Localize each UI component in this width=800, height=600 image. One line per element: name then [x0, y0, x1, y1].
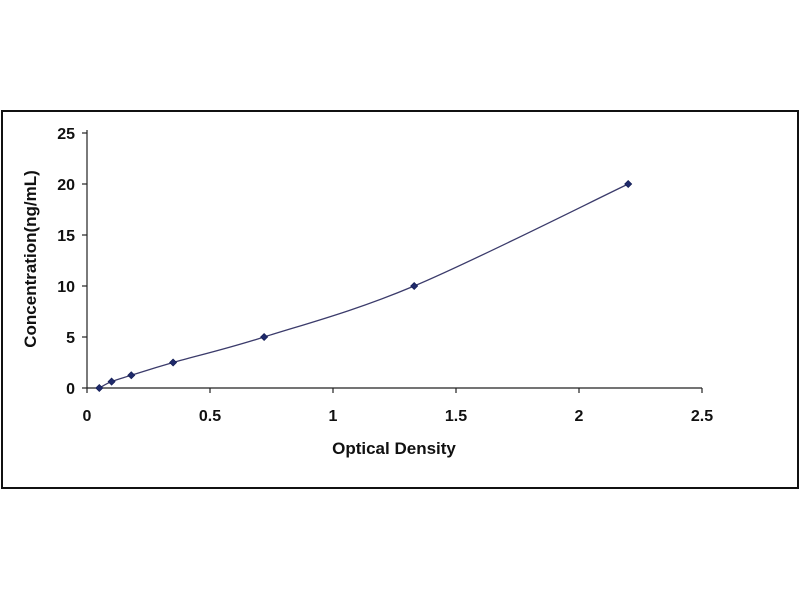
data-point-marker	[410, 281, 419, 291]
data-point-marker	[624, 179, 633, 189]
data-points	[95, 179, 633, 393]
y-axis-ticks: 0 5 10 15 20 25	[57, 126, 87, 398]
data-point-marker	[95, 383, 104, 393]
x-tick-label: 1.5	[445, 408, 467, 425]
data-point-marker	[260, 332, 269, 342]
y-axis-title: Concentration(ng/mL)	[21, 170, 40, 348]
x-tick-label: 1	[329, 408, 338, 425]
y-tick-label: 0	[66, 381, 75, 398]
data-point-marker	[127, 371, 136, 380]
x-tick-label: 0.5	[199, 408, 221, 425]
x-tick-label: 0	[83, 408, 92, 425]
x-tick-label: 2	[575, 408, 584, 425]
x-axis-title: Optical Density	[332, 439, 456, 458]
data-point-marker	[107, 377, 116, 386]
chart-frame	[1, 110, 799, 489]
y-tick-label: 20	[57, 177, 75, 194]
y-tick-label: 25	[57, 126, 75, 143]
y-tick-label: 5	[66, 330, 75, 347]
data-point-marker	[169, 358, 178, 367]
x-tick-label: 2.5	[691, 408, 713, 425]
y-tick-label: 10	[57, 279, 75, 296]
y-tick-label: 15	[57, 228, 75, 245]
x-axis-ticks: 0 0.5 1 1.5 2 2.5	[83, 388, 713, 425]
